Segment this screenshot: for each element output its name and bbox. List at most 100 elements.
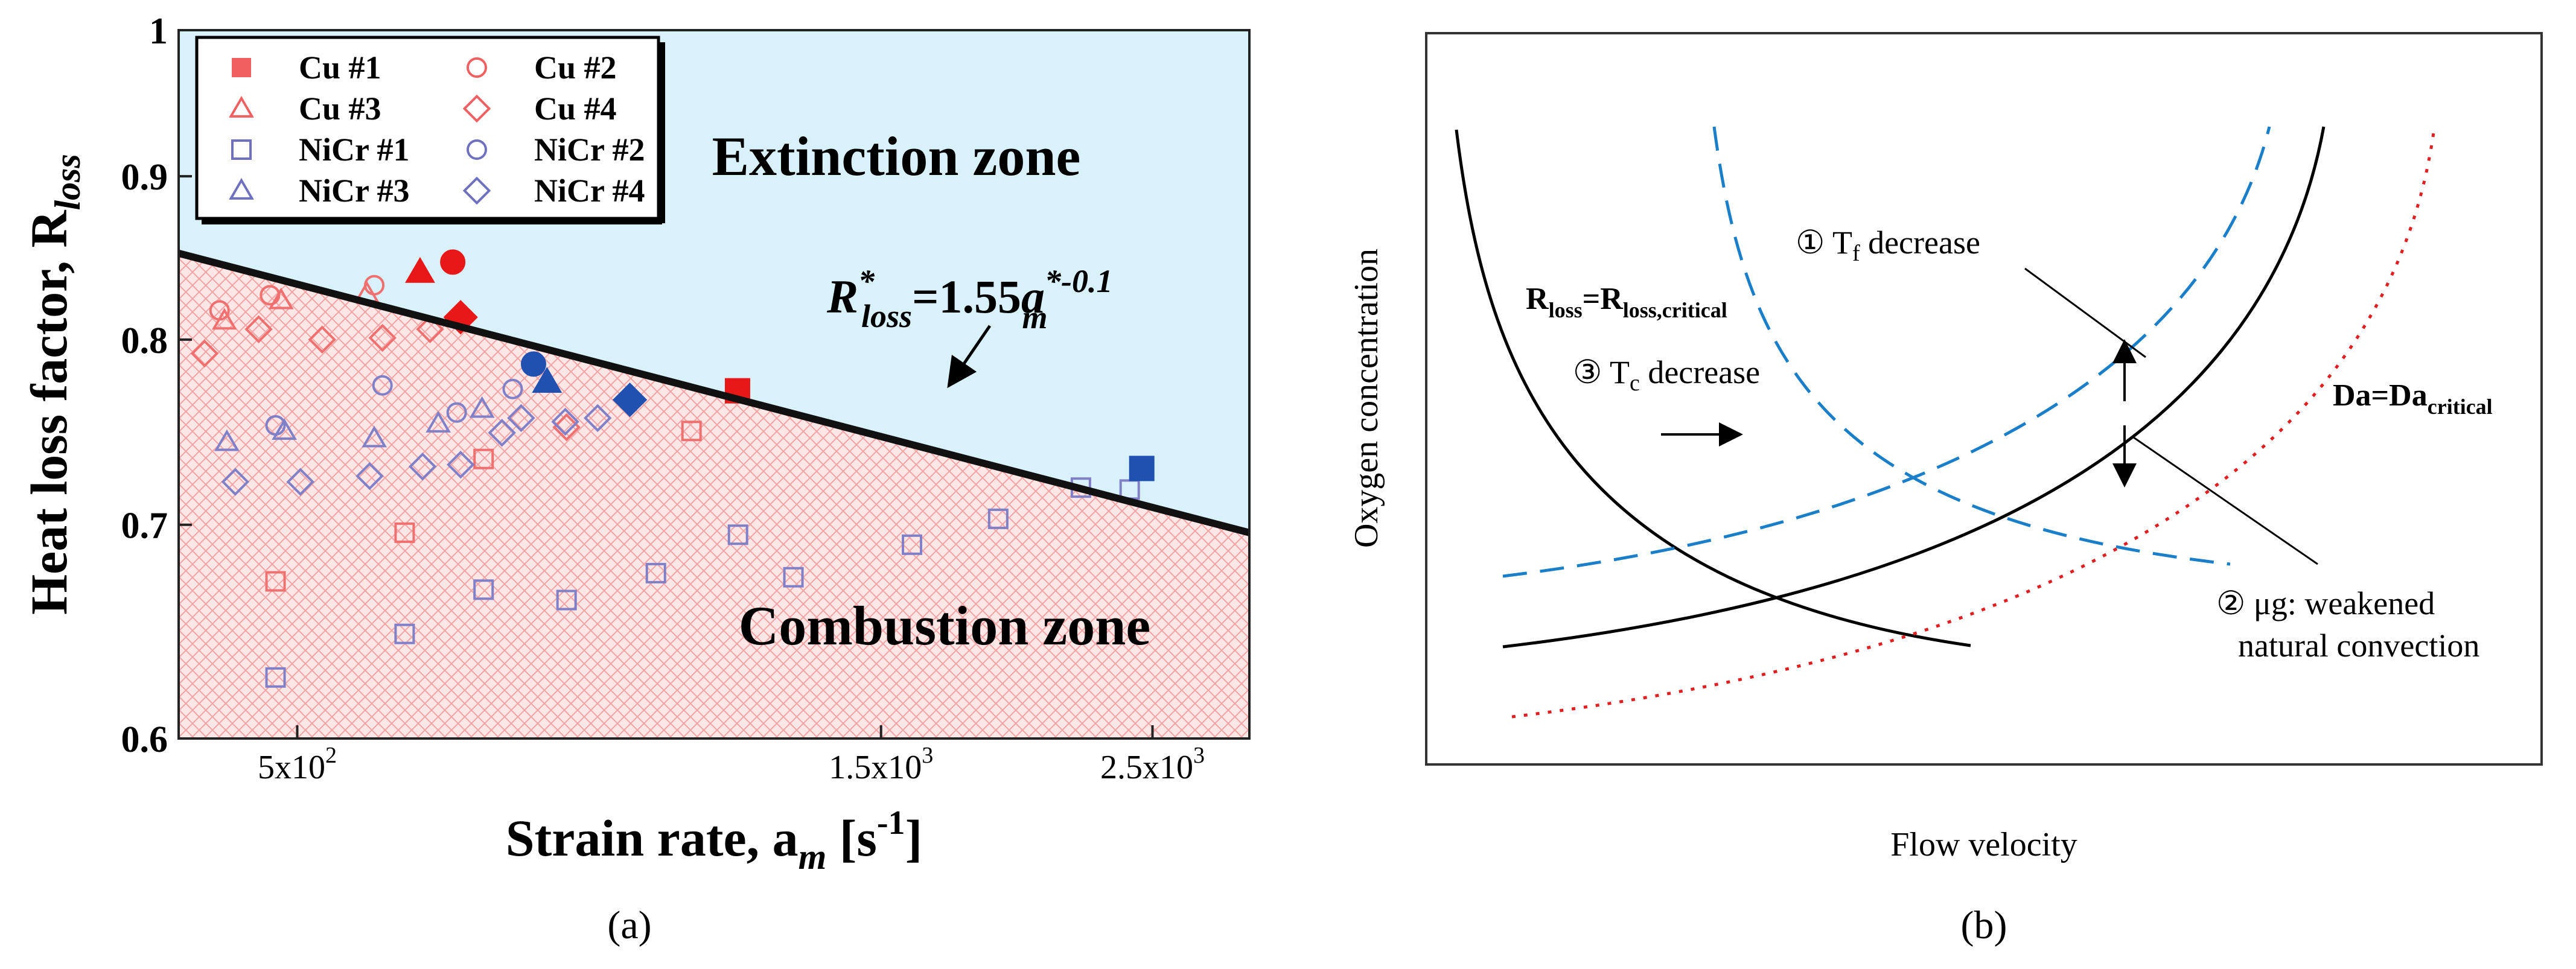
data-point-nicr-1-7 [902,534,923,555]
x-axis-label-text: Strain rate, a [506,809,799,867]
tf-post: decrease [1860,224,1980,261]
data-point-cu-1-0 [265,571,286,592]
y-tick-label-3: 0.9 [121,157,168,198]
x-tick-base-0: 5x10 [258,749,325,786]
data-point-nicr-1-6 [783,567,804,588]
data-point-nicr-1-5 [727,524,748,545]
fit-eq-m: m [1022,299,1048,335]
x-axis-label-close: ] [905,809,923,867]
data-point-nicr-2-1 [372,375,393,396]
legend-marker-1 [467,57,487,78]
fit-eq-exp: *-0.1 [1045,263,1112,299]
y-tick-label-2: 0.8 [121,320,168,361]
data-point-nicr-1-3 [556,589,577,611]
data-point-cu-1-2 [473,448,494,469]
da-sub: critical [2428,395,2493,419]
x-tick-base-2: 2.5x10 [1100,749,1193,786]
legend-marker-7 [462,176,491,205]
rloss-critical-curve [1455,129,1971,647]
data-point-critical-cu-2-0 [440,249,466,275]
da-critical-label: Da=Dacritical [2333,378,2493,419]
da-main: Da=Da [2333,378,2428,413]
data-points [190,249,1155,688]
extinction-zone-label: Extinction zone [712,125,1081,187]
data-point-nicr-3-3 [426,410,451,433]
rloss-eq: =R [1583,282,1624,316]
tc-pre: T [1602,354,1630,390]
data-point-cu-4-0 [190,339,219,368]
ug-label-line1: ② μg: weakened [2216,585,2435,621]
panel-b-label: (b) [1961,903,2007,947]
x-tick-exp-1: 3 [922,743,933,768]
data-point-cu-3-0 [211,308,237,330]
ug-leader-line [2133,436,2318,565]
data-point-nicr-4-4 [446,450,475,479]
data-point-nicr-2-3 [502,378,523,399]
panel-b: Rloss=Rloss,critical ③ Tc decrease ① Tf … [1348,32,2543,947]
data-point-nicr-3-4 [469,396,495,418]
legend-label-2: Cu #3 [299,91,381,127]
rloss-critical-label: Rloss=Rloss,critical [1526,282,1727,322]
data-point-nicr-1-8 [987,508,1009,529]
tc-decrease-label: ③ Tc decrease [1573,354,1760,396]
data-point-nicr-3-1 [272,418,297,440]
legend-label-1: Cu #2 [534,49,617,86]
fit-eq-coef: =1.55 [912,270,1021,323]
legend-marker-0 [232,58,251,77]
tf-num: ① [1796,224,1825,261]
fit-eq-R: R [826,270,858,323]
rloss-main: R [1526,282,1549,316]
legend-label-6: NiCr #3 [299,173,410,209]
fit-equation-arrow [947,325,992,389]
data-point-nicr-1-0 [265,667,286,688]
legend-marker-2 [229,95,254,118]
data-point-nicr-3-0 [214,429,240,451]
rloss-sub1: loss [1549,298,1583,322]
data-point-cu-4-2 [308,325,336,354]
y-tick-label-1: 0.7 [121,506,168,547]
legend: Cu #1 Cu #2 Cu #3 Cu #4 NiCr #1 NiCr #2 NiCr #… [229,49,645,209]
legend-label-7: NiCr #4 [534,173,645,209]
data-point-nicr-4-7 [551,407,579,436]
y-axis-label-text: Heat loss factor, R [20,210,78,615]
panel-b-frame [1425,32,2543,766]
tf-decrease-curve [1502,126,2271,578]
da-critical-curve [1502,126,2326,649]
data-point-critical-nicr-2-0 [520,351,546,377]
fit-eq-a: a [1021,270,1045,323]
data-point-cu-4-1 [244,315,273,343]
y-axis-label: Heat loss factor, Rloss [20,154,88,615]
b-x-axis-label: Flow velocity [1890,826,2077,863]
rloss-sub2: loss,critical [1623,298,1727,322]
legend-marker-5 [467,139,487,160]
data-point-nicr-2-2 [446,402,467,423]
x-tick-base-1: 1.5x10 [829,749,922,786]
plot-frame [177,29,1251,740]
data-point-critical-nicr-1-0 [1129,456,1155,481]
tf-pre: T [1825,224,1852,261]
fit-line [179,249,1249,536]
tc-num: ③ [1573,354,1602,390]
data-point-critical-nicr-4-0 [612,383,648,418]
fit-equation: R* loss=1.55a*-0.1 m [826,263,1113,335]
data-point-critical-cu-3-0 [405,256,435,283]
legend-marker-4 [231,139,252,160]
data-point-nicr-4-8 [583,404,612,433]
data-point-cu-4-3 [368,323,397,352]
tf-sub: f [1852,241,1860,266]
data-point-cu-4-4 [416,315,444,343]
x-tick-exp-2: 3 [1193,743,1205,768]
x-tick-exp-0: 2 [325,743,337,768]
legend-label-3: Cu #4 [534,91,617,127]
legend-marker-3 [462,94,491,123]
data-point-nicr-4-0 [221,468,250,496]
x-tick-label-1: 1.5x103 [829,743,933,786]
x-axis-label-sub: m [799,837,827,877]
combustion-zone-hatch [179,253,1249,739]
y-tick-label-0: 0.6 [121,719,168,760]
data-point-nicr-4-6 [507,404,535,433]
tc-post: decrease [1640,354,1760,390]
